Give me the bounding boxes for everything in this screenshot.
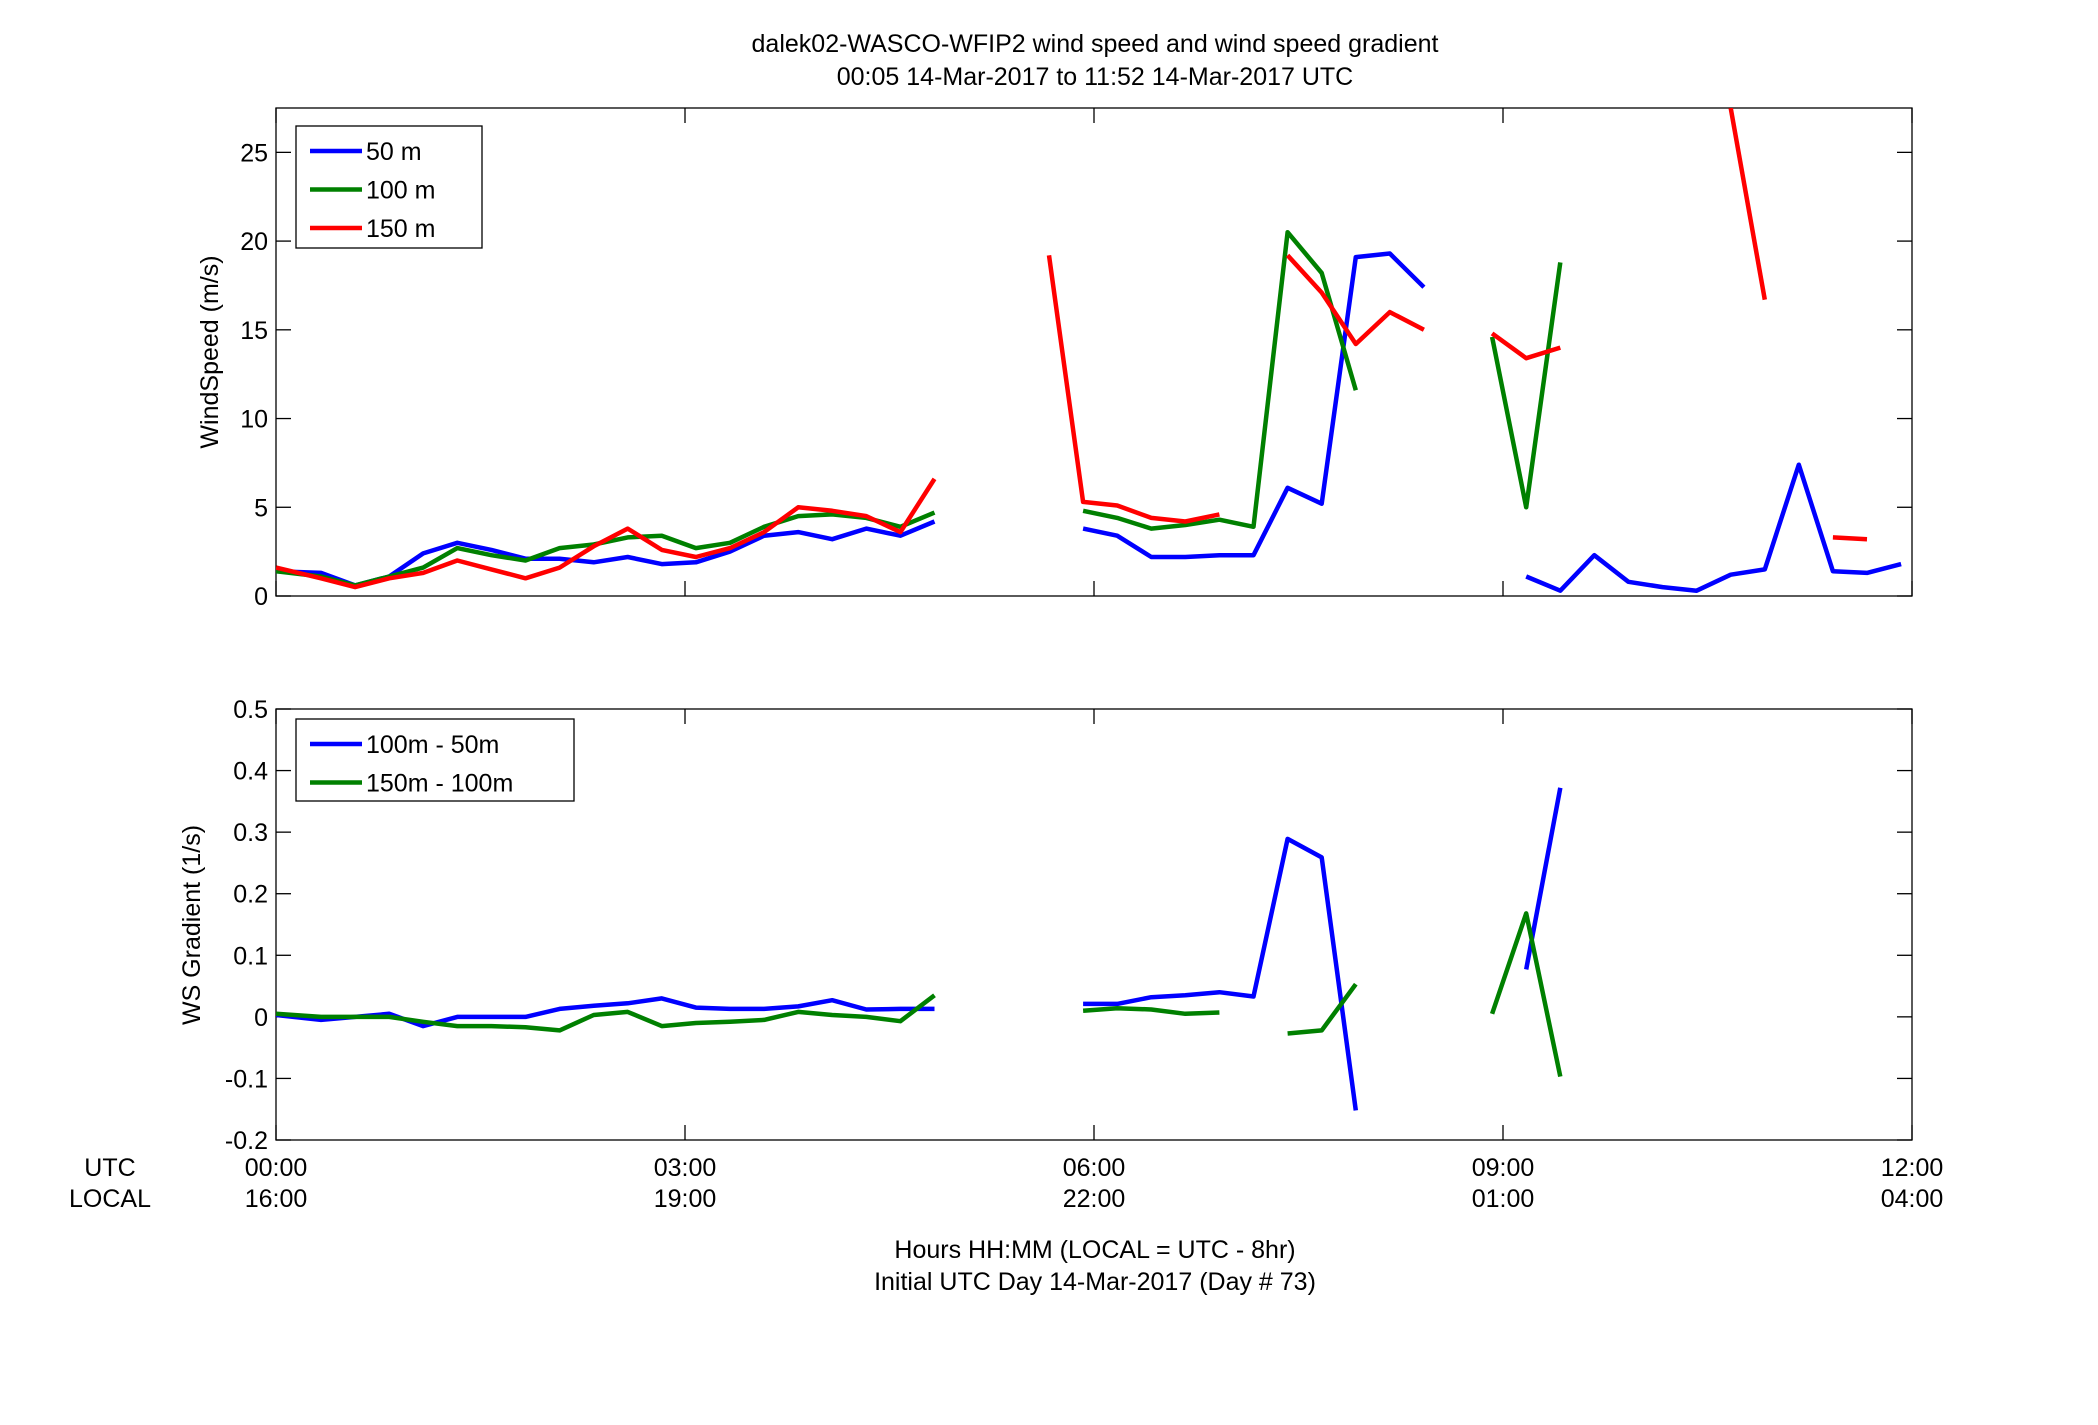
windspeed-series-line-100-m bbox=[1082, 229, 1358, 531]
x-axis-label-line2: Initial UTC Day 14-Mar-2017 (Day # 73) bbox=[874, 1268, 1316, 1296]
gradient-ytick-label: 0.4 bbox=[233, 758, 268, 786]
x-tick-label-utc: 12:00 bbox=[1881, 1154, 1944, 1182]
gradient-ytick-label: -0.1 bbox=[225, 1065, 268, 1093]
gradient-series-line-150m-100m bbox=[1489, 911, 1563, 1078]
gradient-legend-box bbox=[295, 718, 575, 802]
x-tick-label-utc: 03:00 bbox=[654, 1154, 717, 1182]
gradient-series-lines bbox=[276, 787, 1563, 1111]
windspeed-ytick-label: 20 bbox=[240, 228, 268, 256]
windspeed-series-line-50-m bbox=[276, 519, 936, 588]
gradient-ytick-label: 0.2 bbox=[233, 881, 268, 909]
windspeed-series-line-150-m bbox=[1046, 254, 1220, 524]
windspeed-ytick-label: 5 bbox=[254, 494, 268, 522]
windspeed-panel: 0 5 10 15 20 25 WindSpeed (m/s) 50 m 100 m 150 … bbox=[196, 107, 1913, 611]
gradient-ytick-label: 0 bbox=[254, 1004, 268, 1032]
windspeed-series-line-150-m bbox=[1832, 535, 1868, 542]
windspeed-ytick-label: 15 bbox=[240, 317, 268, 345]
chart-title-line2: 00:05 14-Mar-2017 to 11:52 14-Mar-2017 U… bbox=[837, 63, 1353, 91]
x-tick-label-local: 04:00 bbox=[1881, 1185, 1944, 1213]
windspeed-series-line-150-m bbox=[276, 477, 937, 590]
windspeed-series-line-150-m bbox=[1490, 331, 1561, 361]
x-tick-label-local: 19:00 bbox=[654, 1185, 717, 1213]
x-tick-label-utc: 00:00 bbox=[245, 1154, 308, 1182]
windspeed-series-line-100-m bbox=[276, 510, 936, 588]
gradient-ytick-label: 0.3 bbox=[233, 819, 268, 847]
windspeed-ticks: 0 5 10 15 20 25 bbox=[240, 108, 1913, 611]
windspeed-series-line-50-m bbox=[1082, 251, 1426, 560]
x-row-label-utc: UTC bbox=[84, 1154, 135, 1182]
windspeed-series-line-50-m bbox=[1525, 462, 1902, 593]
windspeed-legend-label-150-m: 150 m bbox=[366, 215, 435, 243]
windspeed-ytick-label: 0 bbox=[254, 583, 268, 611]
windspeed-legend: 50 m 100 m 150 m bbox=[295, 125, 483, 249]
gradient-legend: 100m - 50m 150m - 100m bbox=[295, 718, 575, 802]
gradient-series-line-150m-100m bbox=[276, 993, 936, 1033]
windspeed-ylabel: WindSpeed (m/s) bbox=[196, 255, 224, 448]
gradient-series-line-150m-100m bbox=[1082, 1005, 1220, 1017]
x-tick-label-utc: 06:00 bbox=[1063, 1154, 1126, 1182]
gradient-ytick-label: 0.5 bbox=[233, 696, 268, 724]
x-tick-label-utc: 09:00 bbox=[1472, 1154, 1535, 1182]
x-tick-label-local: 22:00 bbox=[1063, 1185, 1126, 1213]
gradient-ylabel: WS Gradient (1/s) bbox=[178, 825, 206, 1025]
gradient-series-line-150m-100m bbox=[1287, 982, 1358, 1036]
windspeed-ytick-label: 25 bbox=[240, 139, 268, 167]
x-tick-labels: 00:00 16:00 03:00 19:00 06:00 22:00 09:00 01:00… bbox=[245, 1154, 1944, 1213]
gradient-legend-label-100m-50m: 100m - 50m bbox=[366, 731, 499, 759]
gradient-panel: -0.2 -0.1 0 0.1 0.2 0.3 0.4 0.5 WS Gradient (1/… bbox=[178, 696, 1913, 1155]
gradient-legend-label-150m-100m: 150m - 100m bbox=[366, 770, 513, 798]
windspeed-ytick-label: 10 bbox=[240, 406, 268, 434]
gradient-ytick-label: 0.1 bbox=[233, 942, 268, 970]
windspeed-series-line-150-m bbox=[1728, 108, 1768, 301]
chart-title-line1: dalek02-WASCO-WFIP2 wind speed and wind … bbox=[752, 30, 1439, 58]
windspeed-series-line-100-m bbox=[1489, 262, 1563, 510]
x-row-label-local: LOCAL bbox=[69, 1185, 151, 1213]
windspeed-legend-label-50-m: 50 m bbox=[366, 138, 422, 166]
x-tick-label-local: 16:00 bbox=[245, 1185, 308, 1213]
gradient-ytick-label: -0.2 bbox=[225, 1127, 268, 1155]
x-axis-label-line1: Hours HH:MM (LOCAL = UTC - 8hr) bbox=[894, 1236, 1295, 1264]
windspeed-plot-area bbox=[275, 107, 1913, 597]
windspeed-series-lines bbox=[276, 108, 1902, 593]
windspeed-series-line-150-m bbox=[1285, 253, 1425, 347]
gradient-series-line-100m-50m bbox=[1083, 836, 1359, 1111]
windspeed-legend-label-100-m: 100 m bbox=[366, 177, 435, 205]
x-tick-label-local: 01:00 bbox=[1472, 1185, 1535, 1213]
